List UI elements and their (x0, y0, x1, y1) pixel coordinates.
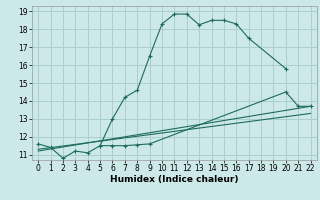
X-axis label: Humidex (Indice chaleur): Humidex (Indice chaleur) (110, 175, 239, 184)
